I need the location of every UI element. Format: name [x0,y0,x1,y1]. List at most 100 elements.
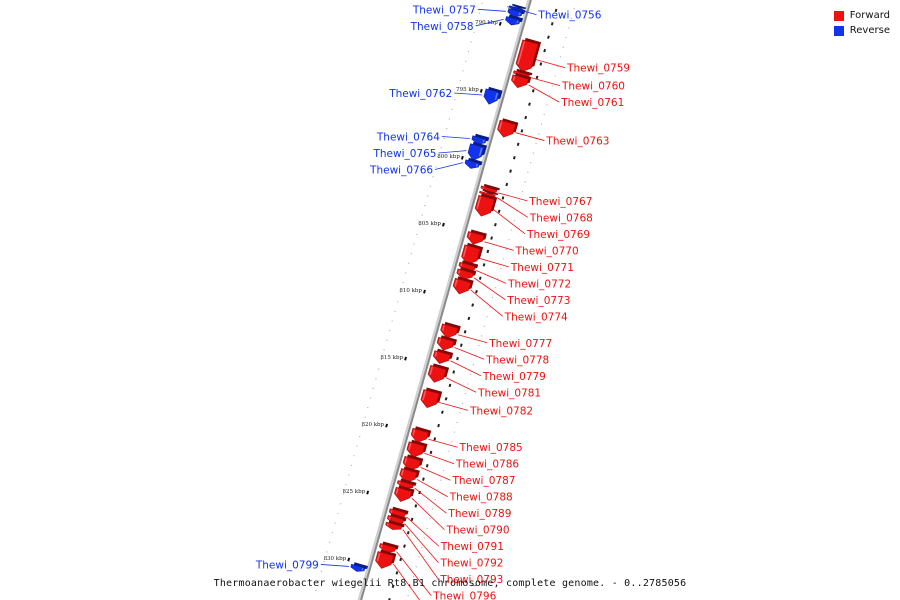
gene-label[interactable]: Thewi_0767 [528,196,592,208]
gene-label[interactable]: Thewi_0787 [451,475,515,487]
gene-label[interactable]: Thewi_0766 [369,165,433,177]
gene-label[interactable]: Thewi_0779 [482,371,546,383]
gene-thewi-0766[interactable] [464,157,483,169]
gene-thewi-0782[interactable] [420,387,443,409]
label-leader-line [396,551,432,596]
gene-thewi-0797[interactable] [375,549,397,569]
gene-thewi-0762[interactable] [483,86,503,105]
gene-thewi-0788[interactable] [399,466,420,484]
label-leader-line [420,466,451,481]
gene-label[interactable]: Thewi_0769 [526,229,590,241]
gene-thewi-0771[interactable] [461,242,484,265]
minor-tick [471,303,475,307]
gene-label[interactable]: Thewi_0799 [255,559,319,571]
gene-arrow [515,39,539,72]
gene-label[interactable]: Thewi_0778 [485,354,549,366]
gene-highlight [460,263,463,267]
gene-thewi-0778[interactable] [436,335,457,351]
gene-arrow [396,480,414,489]
gene-arrow [394,486,412,502]
gene-label[interactable]: Thewi_0786 [455,459,519,471]
gene-label[interactable]: Thewi_0791 [440,541,504,553]
gene-depth-face [483,183,500,191]
label-leader-line [493,209,526,235]
gene-thewi-0764[interactable] [471,133,490,145]
gene-label[interactable]: Thewi_0793 [439,574,503,586]
gene-depth-face [388,520,405,528]
gene-label[interactable]: Thewi_0777 [488,338,552,350]
gene-label[interactable]: Thewi_0759 [566,63,630,75]
gene-thewi-0781[interactable] [427,363,450,383]
gene-arrow [483,88,500,105]
label-leader-line [476,270,507,284]
gene-thewi-0796[interactable] [378,541,399,553]
gene-label[interactable]: Thewi_0773 [506,295,570,307]
gene-thewi-0759[interactable] [515,37,542,72]
gene-label[interactable]: Thewi_0785 [459,442,523,454]
gene-highlight [441,325,445,331]
gene-thewi-0789[interactable] [396,478,417,489]
gene-label[interactable]: Thewi_0774 [504,311,568,323]
gene-highlight [412,429,416,436]
legend-item-forward: Forward [833,8,890,23]
gene-thewi-0761[interactable] [511,72,532,89]
gene-depth-face [512,3,526,9]
gene-label[interactable]: Thewi_0756 [537,10,601,22]
label-leader-line [438,402,469,411]
label-leader-line [473,277,506,301]
gene-label[interactable]: Thewi_0760 [561,81,625,93]
gene-label[interactable]: Thewi_0792 [439,558,503,570]
strand-legend: Forward Reverse [833,8,890,38]
gene-thewi-0799[interactable] [350,562,368,572]
gene-highlight [395,488,399,495]
tick-label: 820 kbp [361,422,384,428]
gene-label[interactable]: Thewi_0763 [545,136,609,148]
gene-features [350,3,542,572]
major-tick [404,356,407,361]
gene-thewi-0765[interactable] [467,141,487,161]
gene-thewi-0758[interactable] [505,14,524,26]
gene-label[interactable]: Thewi_0781 [477,387,541,399]
major-tick [347,557,351,562]
gene-label[interactable]: Thewi_0788 [449,492,513,504]
gene-thewi-0779[interactable] [432,348,454,364]
minor-tick [475,289,478,294]
label-leader-line [477,8,506,12]
minor-tick [535,75,539,80]
gene-thewi-0769[interactable] [474,193,498,217]
label-leader-line [484,241,514,251]
gene-label[interactable]: Thewi_0771 [510,262,574,274]
gene-label[interactable]: Thewi_0796 [432,591,496,600]
minor-tick [482,263,486,267]
gene-label[interactable]: Thewi_0789 [447,508,511,520]
gene-label[interactable]: Thewi_0770 [515,245,579,257]
gene-label[interactable]: Thewi_0772 [507,278,571,290]
gene-thewi-0787[interactable] [402,454,424,472]
gene-thewi-0786[interactable] [406,439,428,458]
gene-thewi-0770[interactable] [466,229,487,245]
gene-thewi-0785[interactable] [410,426,432,443]
gene-label[interactable]: Thewi_0762 [388,88,452,100]
gene-thewi-0774[interactable] [452,276,474,295]
gene-label[interactable]: Thewi_0761 [560,97,624,109]
gene-label[interactable]: Thewi_0768 [529,212,593,224]
gene-label[interactable]: Thewi_0757 [412,4,476,16]
gene-label[interactable]: Thewi_0758 [410,21,474,33]
gene-thewi-0793[interactable] [385,520,405,530]
label-leader-line [424,452,455,465]
label-leader-line [438,150,467,154]
gene-highlight [438,338,441,344]
minor-tick [497,209,501,214]
label-leader-line [470,289,503,317]
gene-thewi-0777[interactable] [440,321,461,339]
gene-thewi-0790[interactable] [394,485,415,502]
gene-arrow [511,74,529,89]
gene-label[interactable]: Thewi_0764 [376,132,440,144]
gene-label[interactable]: Thewi_0790 [446,525,510,537]
label-leader-line [404,523,439,564]
gene-label[interactable]: Thewi_0765 [372,148,436,160]
gene-thewi-0773[interactable] [456,266,477,280]
label-leader-line [320,564,349,567]
gene-label[interactable]: Thewi_0782 [469,405,533,417]
gene-thewi-0763[interactable] [497,118,519,138]
